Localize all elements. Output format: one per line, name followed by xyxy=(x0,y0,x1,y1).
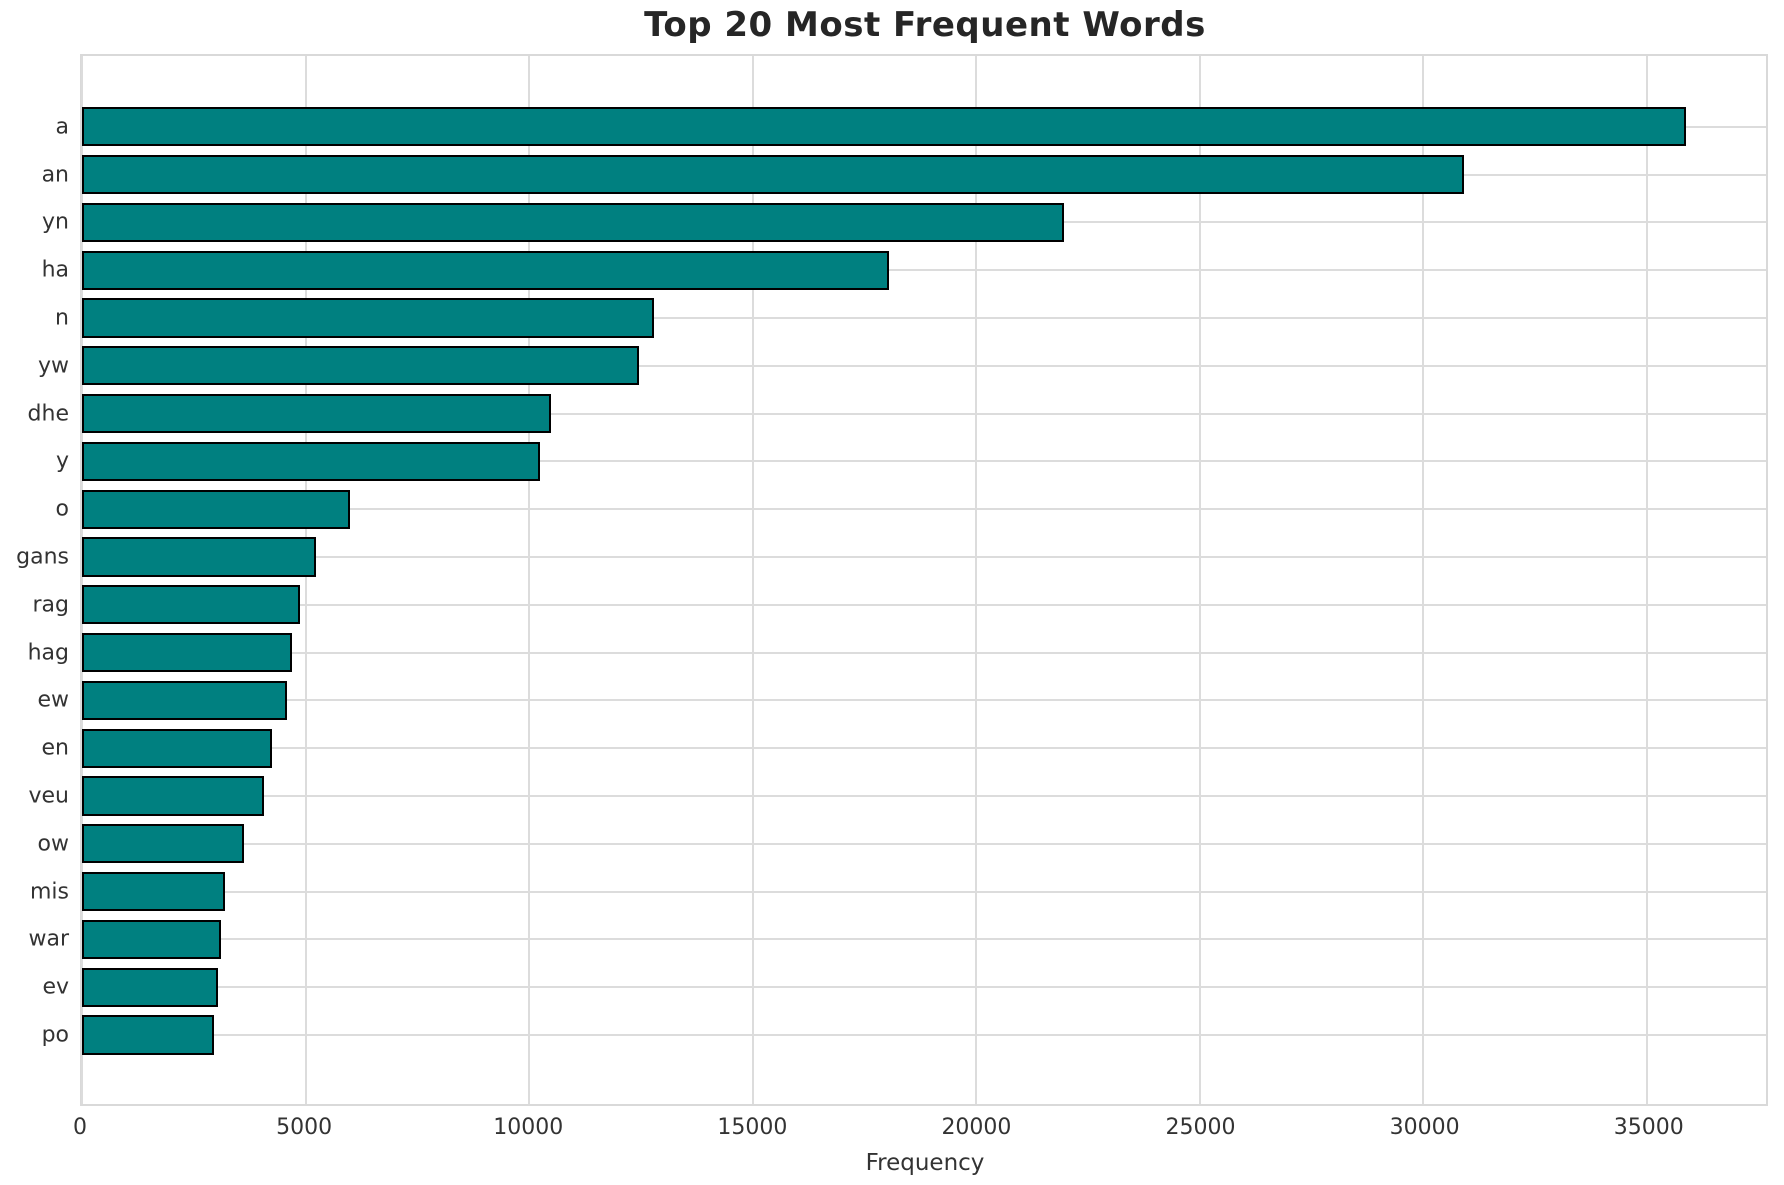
bar-dhe xyxy=(82,394,551,434)
y-tick-label: n xyxy=(55,305,69,331)
horizontal-gridline xyxy=(82,699,1766,702)
bar-yn xyxy=(82,202,1064,243)
horizontal-gridline xyxy=(82,508,1766,511)
y-tick-label: o xyxy=(55,496,69,522)
y-tick-label: gans xyxy=(16,544,69,570)
horizontal-gridline xyxy=(82,890,1766,893)
x-tick-label: 0 xyxy=(73,1115,87,1140)
bar-ha xyxy=(82,250,890,290)
bar-row: dhe xyxy=(28,390,1766,438)
bar-row: war xyxy=(28,916,1766,964)
bar-po xyxy=(82,1015,214,1055)
bar-row: yn xyxy=(42,199,1766,247)
x-tick-label: 35000 xyxy=(1613,1115,1684,1140)
bar-n xyxy=(82,298,655,338)
horizontal-gridline xyxy=(82,842,1766,845)
bar-rag xyxy=(82,585,300,625)
bar-ew xyxy=(82,680,288,721)
horizontal-gridline xyxy=(82,364,1766,367)
horizontal-gridline xyxy=(82,795,1766,798)
y-tick-label: yw xyxy=(37,353,69,379)
horizontal-gridline xyxy=(82,603,1766,606)
vertical-gridline xyxy=(975,56,978,1104)
horizontal-gridline xyxy=(82,556,1766,559)
bar-war xyxy=(82,919,222,960)
y-tick-label: an xyxy=(41,162,69,188)
plot-area: a an yn ha n yw dhe y o gans rag hag ew en veu ow mis war… xyxy=(16,54,1768,1106)
x-tick-label: 10000 xyxy=(493,1115,564,1140)
bar-hag xyxy=(82,633,292,673)
horizontal-gridline xyxy=(82,651,1766,654)
bar-row: hag xyxy=(28,629,1766,677)
bar-row: mis xyxy=(30,868,1766,916)
y-tick-label: yn xyxy=(42,209,69,235)
vertical-gridline xyxy=(1646,56,1649,1104)
bar-row: ew xyxy=(37,677,1766,725)
y-tick-label: po xyxy=(41,1022,69,1048)
bar-row: o xyxy=(56,485,1766,533)
bar-ev xyxy=(82,967,219,1007)
bars-container: a an yn ha n yw dhe y o gans rag hag ew en veu ow mis war… xyxy=(16,56,1766,1104)
bar-a xyxy=(82,107,1686,147)
x-axis-ticks: 0 5000 10000 15000 20000 25000 30000 35000 xyxy=(73,1115,1768,1145)
bar-row: veu xyxy=(29,772,1766,820)
y-tick-label: hag xyxy=(27,640,69,666)
horizontal-gridline xyxy=(82,412,1766,415)
bar-row: y xyxy=(56,438,1766,486)
bar-an xyxy=(82,155,1464,195)
y-tick-label: ow xyxy=(37,831,69,857)
bar-row: n xyxy=(55,294,1766,342)
y-tick-label: en xyxy=(41,735,69,761)
bar-row: gans xyxy=(16,533,1766,581)
y-tick-label: dhe xyxy=(27,401,69,427)
bar-row: po xyxy=(42,1011,1766,1059)
x-tick-label: 20000 xyxy=(941,1115,1012,1140)
bar-mis xyxy=(82,872,226,912)
bar-row: a xyxy=(56,103,1766,151)
bar-y xyxy=(82,441,540,482)
bar-row: ha xyxy=(42,246,1766,294)
bar-row: rag xyxy=(33,581,1766,629)
bar-en xyxy=(82,728,272,768)
vertical-gridline xyxy=(304,56,307,1104)
y-tick-label: ew xyxy=(37,687,69,713)
x-tick-label: 30000 xyxy=(1389,1115,1460,1140)
bar-veu xyxy=(82,776,264,816)
horizontal-gridline xyxy=(82,317,1766,320)
chart-title: Top 20 Most Frequent Words xyxy=(644,5,1206,45)
x-tick-label: 5000 xyxy=(276,1115,333,1140)
y-tick-label: veu xyxy=(28,783,70,809)
bar-row: en xyxy=(42,724,1766,772)
bar-row: an xyxy=(42,151,1766,199)
y-tick-label: y xyxy=(55,448,69,474)
vertical-gridline xyxy=(1198,56,1201,1104)
horizontal-gridline xyxy=(82,986,1766,989)
y-tick-label: a xyxy=(55,114,69,140)
vertical-gridline xyxy=(751,56,754,1104)
x-axis-label: Frequency xyxy=(865,1150,985,1176)
y-tick-label: rag xyxy=(32,592,70,618)
horizontal-gridline xyxy=(82,747,1766,750)
bar-row: yw xyxy=(38,342,1766,390)
horizontal-gridline xyxy=(82,1034,1766,1037)
y-tick-label: ha xyxy=(41,257,69,283)
vertical-gridline xyxy=(1422,56,1425,1104)
x-tick-label: 25000 xyxy=(1165,1115,1236,1140)
bar-ow xyxy=(82,824,244,864)
y-tick-label: war xyxy=(28,926,69,952)
bar-o xyxy=(82,489,351,529)
y-tick-label: ev xyxy=(42,974,69,1000)
bar-row: ow xyxy=(38,820,1766,868)
vertical-gridline xyxy=(528,56,531,1104)
vertical-gridline xyxy=(81,56,83,1104)
bar-gans xyxy=(82,537,317,577)
x-tick-label: 15000 xyxy=(717,1115,788,1140)
y-tick-label: mis xyxy=(29,879,69,905)
bar-row: ev xyxy=(42,963,1766,1011)
horizontal-gridline xyxy=(82,269,1766,272)
horizontal-gridline xyxy=(82,938,1766,941)
bar-yw xyxy=(82,346,639,386)
horizontal-gridline xyxy=(82,460,1766,463)
